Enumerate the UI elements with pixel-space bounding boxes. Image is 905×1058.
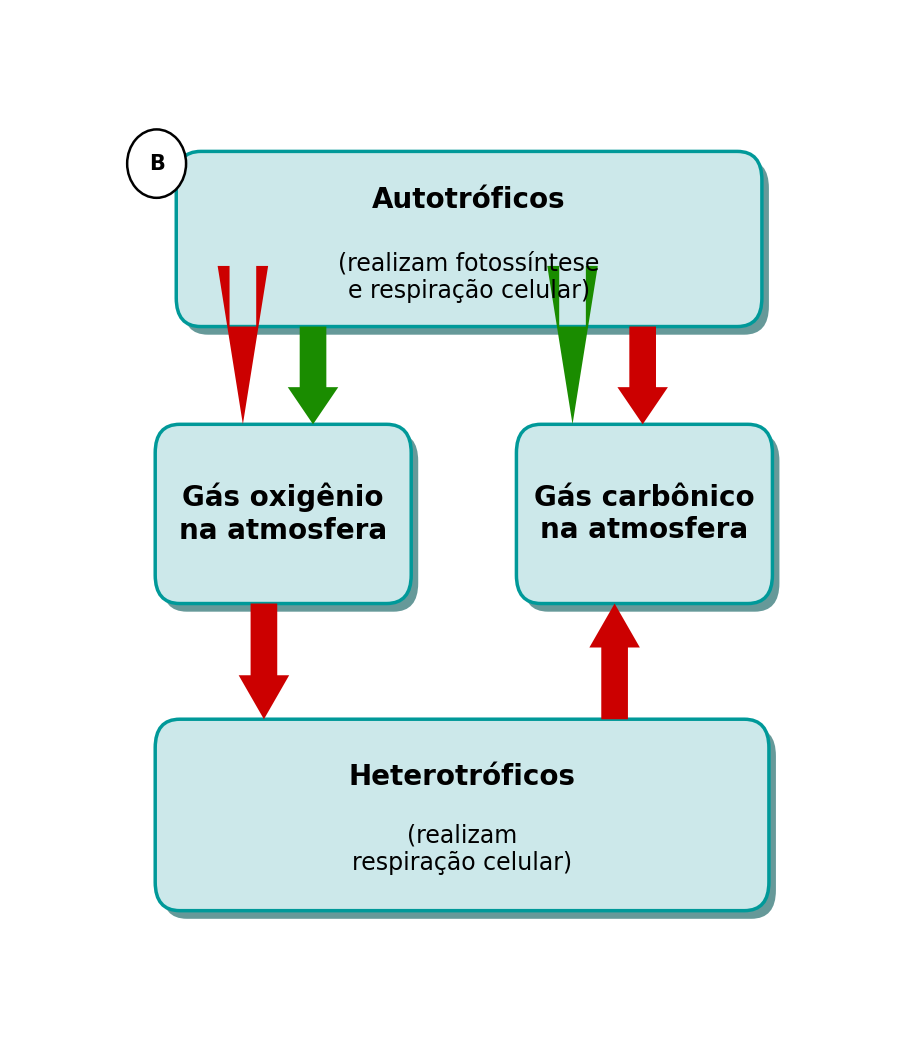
FancyBboxPatch shape — [523, 433, 779, 612]
FancyBboxPatch shape — [162, 433, 418, 612]
FancyBboxPatch shape — [156, 719, 769, 911]
Text: (realizam
respiração celular): (realizam respiração celular) — [352, 823, 572, 875]
Text: B: B — [148, 153, 165, 174]
Text: (realizam fotossíntese
e respiração celular): (realizam fotossíntese e respiração celu… — [338, 252, 600, 304]
FancyBboxPatch shape — [176, 151, 762, 327]
FancyBboxPatch shape — [156, 424, 411, 603]
FancyBboxPatch shape — [517, 424, 772, 603]
Text: Gás carbônico
na atmosfera: Gás carbônico na atmosfera — [534, 484, 755, 544]
Polygon shape — [589, 603, 640, 719]
Polygon shape — [288, 327, 338, 424]
Polygon shape — [617, 327, 668, 424]
Text: Gás oxigênio
na atmosfera: Gás oxigênio na atmosfera — [179, 482, 387, 545]
Circle shape — [127, 129, 186, 198]
Text: Autotróficos: Autotróficos — [372, 186, 566, 215]
Polygon shape — [548, 266, 598, 424]
Text: Heterotróficos: Heterotróficos — [348, 763, 576, 790]
FancyBboxPatch shape — [162, 727, 776, 918]
Polygon shape — [239, 603, 290, 719]
Polygon shape — [217, 266, 268, 424]
FancyBboxPatch shape — [183, 160, 769, 334]
